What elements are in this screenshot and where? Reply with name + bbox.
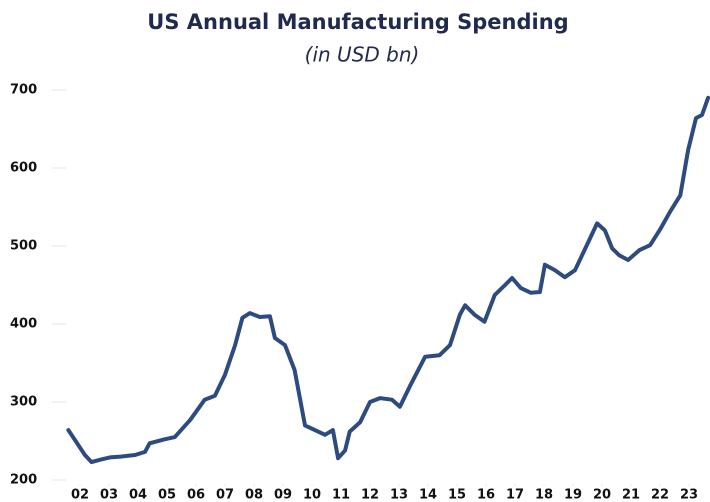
y-tick-label: 600 — [10, 161, 37, 176]
x-tick-label: 17 — [506, 488, 524, 502]
x-tick-label: 14 — [419, 488, 437, 502]
x-tick-label: 18 — [535, 488, 553, 502]
y-tick-label: 200 — [10, 473, 37, 488]
x-tick-label: 12 — [361, 488, 379, 502]
x-tick-label: 16 — [477, 488, 495, 502]
line-series — [66, 95, 710, 465]
x-tick-label: 07 — [216, 488, 234, 502]
x-tick-label: 04 — [129, 488, 147, 502]
x-tick-label: 10 — [303, 488, 321, 502]
y-tick-label: 700 — [10, 83, 37, 98]
y-tick-label: 500 — [10, 239, 37, 254]
x-tick-label: 05 — [158, 488, 176, 502]
x-tick-label: 23 — [680, 488, 698, 502]
y-tick-label: 300 — [10, 395, 37, 410]
y-tick-label: 400 — [10, 317, 37, 332]
x-tick-label: 21 — [622, 488, 640, 502]
x-tick-label: 22 — [651, 488, 669, 502]
x-tick-label: 11 — [332, 488, 350, 502]
x-tick-label: 02 — [71, 488, 89, 502]
x-tick-label: 08 — [245, 488, 263, 502]
chart-subtitle: (in USD bn) — [305, 43, 420, 67]
chart-title: US Annual Manufacturing Spending — [147, 10, 568, 34]
x-tick-label: 20 — [593, 488, 611, 502]
x-tick-label: 09 — [274, 488, 292, 502]
x-tick-label: 15 — [448, 488, 466, 502]
x-tick-label: 13 — [390, 488, 408, 502]
x-tick-label: 19 — [564, 488, 582, 502]
x-tick-label: 06 — [187, 488, 205, 502]
x-tick-label: 03 — [100, 488, 118, 502]
